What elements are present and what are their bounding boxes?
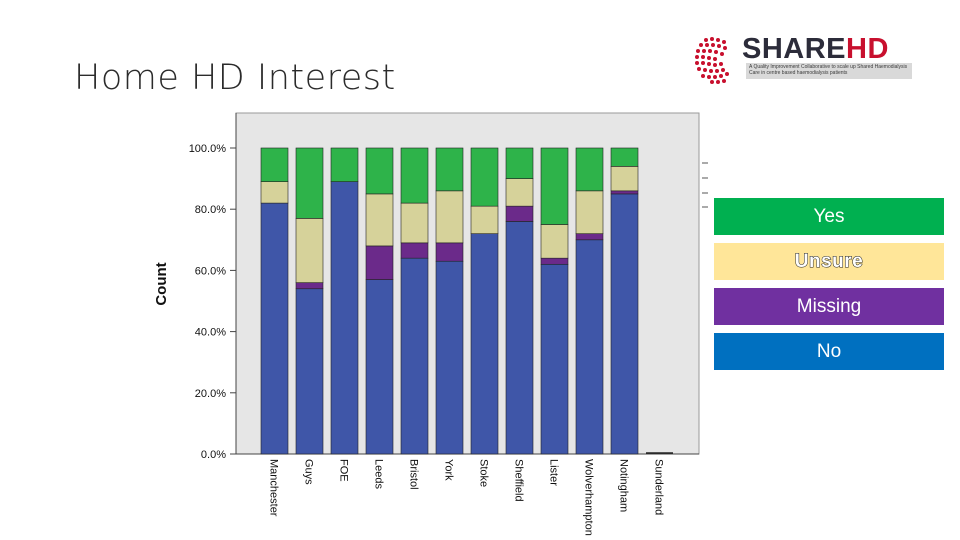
y-tick-label: 80.0% <box>195 204 226 216</box>
legend-unsure: Unsure <box>714 243 944 280</box>
x-tick-label: Guys <box>303 459 315 485</box>
bar-segment-yes <box>295 147 324 219</box>
x-tick-label: Wolverhampton <box>583 459 595 536</box>
x-tick-label: Bristol <box>408 459 420 490</box>
x-tick-label: Leeds <box>373 459 385 489</box>
logo-wordmark: SHAREHD <box>742 34 889 64</box>
bar-segment-no <box>260 202 289 455</box>
kidney-dots-icon <box>695 37 729 84</box>
bar-segment-yes <box>610 147 639 167</box>
x-tick-label: Lister <box>548 459 560 486</box>
bar-segment-unsure <box>505 178 534 207</box>
y-tick-label: 0.0% <box>201 449 226 461</box>
bar-segment-missing <box>540 257 569 265</box>
legend-no: No <box>714 333 944 370</box>
bar-segment-no <box>435 260 464 455</box>
bar-segment-missing <box>400 242 429 259</box>
bar-segment-yes <box>505 147 534 179</box>
bar-segment-yes <box>400 147 429 204</box>
bar-segment-unsure <box>295 218 324 283</box>
bar-segment-no <box>365 279 394 455</box>
bar-segment-yes <box>470 147 499 207</box>
logo-tagline: A Quality Improvement Collaborative to s… <box>746 63 912 79</box>
x-tick-label: Sunderland <box>653 459 665 515</box>
bar-segment-unsure <box>435 190 464 244</box>
bar-segment-no <box>330 181 359 455</box>
bar-segment-missing <box>575 233 604 241</box>
bars <box>260 147 673 455</box>
legend-yes: Yes <box>714 198 944 235</box>
slide-title: Home HD Interest <box>74 58 396 98</box>
y-tick-label: 40.0% <box>195 327 226 339</box>
x-tick-label: Notingham <box>618 459 630 512</box>
bar-segment-yes <box>575 147 604 192</box>
bar-segment-unsure <box>575 190 604 234</box>
legend-marker-ticks <box>702 162 708 208</box>
bar-segment-missing <box>435 242 464 262</box>
bar-segment-unsure <box>610 166 639 192</box>
bar-segment-unsure <box>400 202 429 244</box>
x-tick-labels: Manchester Guys FOE Leeds Bristol York Stoke Sh… <box>268 459 665 536</box>
bar-segment-yes <box>540 147 569 225</box>
logo-share-text: SHARE <box>742 33 847 65</box>
bar-segment-missing <box>505 205 534 222</box>
bar-segment-unsure <box>365 193 394 247</box>
y-tick-label: 100.0% <box>189 143 227 155</box>
bar-segment-no <box>505 221 534 455</box>
bar-segment-missing <box>365 245 394 280</box>
sharehd-logo: SHAREHD A Quality Improvement Collaborat… <box>692 30 922 86</box>
x-tick-label: Manchester <box>268 459 280 517</box>
x-tick-label: Stoke <box>478 459 490 487</box>
bar-segment-no <box>470 233 499 455</box>
legend-missing: Missing <box>714 288 944 325</box>
bar-segment-unsure <box>260 181 289 204</box>
bar-segment-no <box>400 257 429 455</box>
bar-segment-yes <box>260 147 289 182</box>
logo-hd-text: HD <box>846 33 889 65</box>
bar-segment-missing <box>295 282 324 290</box>
x-tick-label: FOE <box>338 459 350 482</box>
y-tick-label: 20.0% <box>195 388 226 400</box>
y-tick-label: 60.0% <box>195 265 226 277</box>
bar-segment-no <box>610 193 639 455</box>
bar-segment-no <box>295 288 324 455</box>
bar-segment-yes <box>435 147 464 192</box>
bar-segment-unsure <box>470 205 499 234</box>
bar-segment-missing <box>610 190 639 195</box>
bar-segment-no <box>540 263 569 455</box>
bar-segment-unsure <box>540 224 569 259</box>
y-ticks: 0.0% 20.0% 40.0% 60.0% 80.0% 100.0% <box>189 143 236 461</box>
x-tick-label: York <box>443 459 455 481</box>
y-axis-label: Count <box>153 262 170 305</box>
bar-segment-yes <box>330 147 359 182</box>
bar-segment-no <box>575 239 604 455</box>
bar-segment-yes <box>365 147 394 195</box>
x-tick-label: Sheffield <box>513 459 525 502</box>
